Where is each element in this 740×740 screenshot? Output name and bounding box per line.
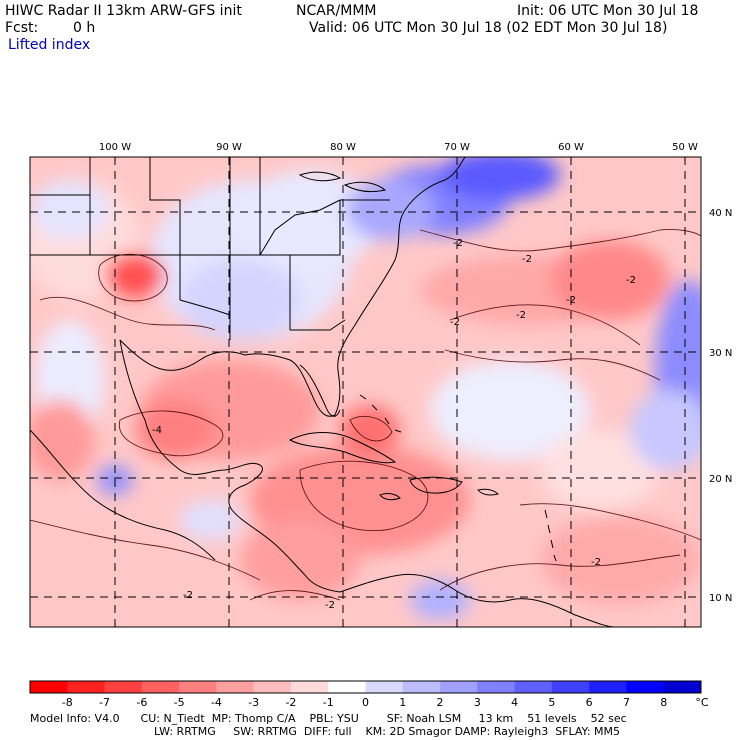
colorbar-level-label: -6 — [136, 696, 148, 709]
lon-label-60w: 60 W — [558, 142, 584, 153]
contour-label: -2 — [325, 600, 335, 611]
contour-label: -2 — [626, 275, 636, 286]
colorbar-swatch — [216, 681, 255, 693]
colorbar-level-label: 1 — [399, 696, 407, 709]
colorbar-level-label: -2 — [285, 696, 297, 709]
map-frame — [29, 156, 702, 628]
contour-label: -2 — [450, 317, 460, 328]
forecast-hour: 0 h — [73, 20, 96, 36]
colorbar-swatch — [179, 681, 217, 693]
colorbar-swatch — [551, 681, 590, 693]
colorbar-level-label: -7 — [99, 696, 111, 709]
colorbar-swatch — [626, 681, 665, 693]
colorbar-swatch — [30, 681, 68, 693]
colorbar-swatch — [104, 681, 143, 693]
colorbar-swatch — [440, 681, 478, 693]
colorbar-level-label: 6 — [585, 696, 593, 709]
colorbar-swatch — [253, 681, 292, 693]
colorbar-swatch — [402, 681, 441, 693]
colorbar-swatch — [365, 681, 404, 693]
colorbar-swatch — [477, 681, 516, 693]
contour-label: -2 — [516, 310, 526, 321]
lat-label-20n: 20 N — [709, 474, 732, 485]
colorbar-level-label: -5 — [173, 696, 185, 709]
colorbar-level-label: -3 — [248, 696, 260, 709]
lat-label-40n: 40 N — [709, 208, 732, 219]
contour-label: -2 — [453, 238, 463, 249]
colorbar-swatch — [589, 681, 627, 693]
valid-time: Valid: 06 UTC Mon 30 Jul 18 (02 EDT Mon … — [309, 20, 668, 36]
organization: NCAR/MMM — [296, 3, 377, 19]
field-name: Lifted index — [8, 37, 91, 53]
model-info-line-2: LW: RRTMG SW: RRTMG DIFF: full KM: 2D Sm… — [154, 725, 620, 738]
contour-label: -2 — [566, 295, 576, 306]
lon-label-90w: 90 W — [216, 142, 242, 153]
model-title: HIWC Radar II 13km ARW-GFS init — [5, 3, 242, 19]
map-field — [30, 157, 701, 627]
lat-label-10n: 10 N — [709, 593, 732, 604]
colorbar-swatch — [663, 681, 702, 693]
colorbar-swatch — [141, 681, 180, 693]
contour-label: -2 — [183, 590, 193, 601]
colorbar-level-label: 4 — [511, 696, 519, 709]
colorbar-level-label: 3 — [473, 696, 481, 709]
lon-label-100w: 100 W — [99, 142, 131, 153]
lon-label-50w: 50 W — [672, 142, 698, 153]
colorbar-level-label: -1 — [322, 696, 334, 709]
colorbar-swatch — [290, 681, 329, 693]
contour-label: -4 — [152, 425, 162, 436]
colorbar-frame — [29, 680, 702, 694]
colorbar-level-label: 0 — [362, 696, 369, 709]
forecast-label: Fcst: — [5, 20, 39, 36]
colorbar-level-label: -8 — [61, 696, 73, 709]
colorbar-unit: °C — [695, 696, 709, 709]
colorbar-level-label: 5 — [548, 696, 556, 709]
contour-label: -2 — [522, 254, 532, 265]
colorbar-swatch — [514, 681, 553, 693]
colorbar-level-label: 7 — [622, 696, 630, 709]
init-time: Init: 06 UTC Mon 30 Jul 18 — [517, 3, 699, 19]
colorbar — [29, 680, 702, 694]
lat-label-30n: 30 N — [709, 348, 732, 359]
colorbar-level-label: 8 — [660, 696, 668, 709]
colorbar-swatch — [328, 681, 366, 693]
lon-label-70w: 70 W — [444, 142, 470, 153]
colorbar-level-label: 2 — [436, 696, 444, 709]
contour-label: -2 — [591, 557, 601, 568]
colorbar-level-label: -4 — [210, 696, 222, 709]
model-info-line-1: Model Info: V4.0 CU: N_Tiedt MP: Thomp C… — [30, 712, 627, 725]
lon-label-80w: 80 W — [330, 142, 356, 153]
colorbar-swatch — [67, 681, 106, 693]
